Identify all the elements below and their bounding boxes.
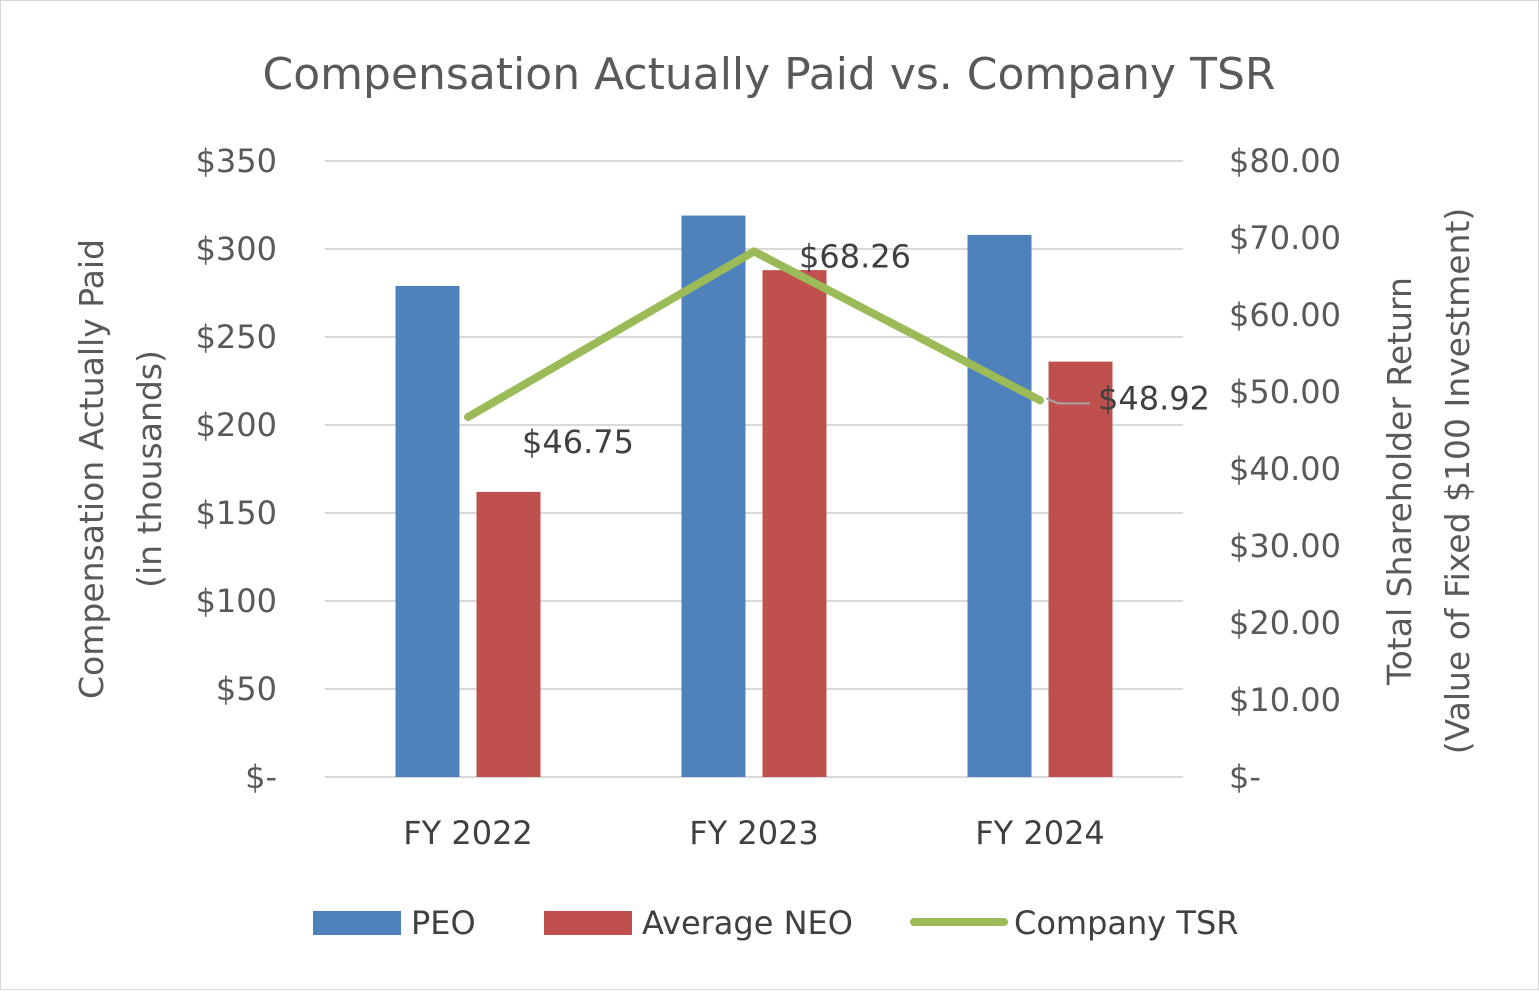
tsr-data-label: $48.92 (1098, 379, 1210, 417)
right-tick-label: $40.00 (1229, 450, 1341, 488)
left-axis-title-line2: (in thousands) (130, 350, 169, 588)
data-label-leader-line (1045, 397, 1090, 405)
right-tick-label: $60.00 (1229, 296, 1341, 334)
right-tick-label: $20.00 (1229, 604, 1341, 642)
category-label: FY 2022 (403, 814, 533, 852)
right-tick-label: $- (1229, 758, 1261, 796)
right-tick-label: $70.00 (1229, 219, 1341, 257)
right-tick-label: $50.00 (1229, 373, 1341, 411)
legend-swatch-average-neo (544, 911, 632, 935)
bar-peo (967, 234, 1032, 778)
tsr-line-group: $46.75 $68.26 $48.92 (464, 237, 1210, 461)
legend-swatch-peo (313, 911, 401, 935)
legend-label-peo: PEO (411, 904, 476, 942)
category-label: FY 2023 (689, 814, 819, 852)
left-axis-title-line1: Compensation Actually Paid (72, 239, 111, 699)
category-labels: FY 2022 FY 2023 FY 2024 (403, 814, 1105, 852)
legend-label-average-neo: Average NEO (642, 904, 853, 942)
tsr-data-label: $68.26 (799, 237, 911, 275)
left-tick-label: $50 (216, 670, 277, 708)
chart-title: Compensation Actually Paid vs. Company T… (263, 49, 1276, 100)
right-axis-ticks: $- $10.00 $20.00 $30.00 $40.00 $50.00 $60.00 $7… (1229, 142, 1341, 796)
bar-average-neo (1048, 361, 1113, 777)
bar-peo (395, 285, 460, 777)
right-tick-label: $10.00 (1229, 681, 1341, 719)
legend: PEO Average NEO Company TSR (313, 904, 1239, 942)
left-tick-label: $250 (196, 318, 277, 356)
left-tick-label: $200 (196, 406, 277, 444)
left-tick-label: $350 (196, 142, 277, 180)
legend-label-company-tsr: Company TSR (1014, 904, 1239, 942)
left-tick-label: $- (245, 758, 277, 796)
gridlines (325, 160, 1183, 778)
tsr-data-label: $46.75 (522, 423, 634, 461)
right-axis-title-line2: (Value of Fixed $100 Investment) (1438, 208, 1477, 755)
right-tick-label: $80.00 (1229, 142, 1341, 180)
bar-peo (681, 215, 746, 777)
left-tick-label: $100 (196, 582, 277, 620)
right-axis-title-line1: Total Shareholder Return (1380, 277, 1419, 686)
category-label: FY 2024 (975, 814, 1105, 852)
left-tick-label: $150 (196, 494, 277, 532)
bar-average-neo (762, 270, 827, 777)
bars (395, 215, 1113, 778)
right-tick-label: $30.00 (1229, 527, 1341, 565)
left-axis-ticks: $- $50 $100 $150 $200 $250 $300 $350 (196, 142, 277, 796)
tsr-line (464, 247, 1044, 422)
left-tick-label: $300 (196, 230, 277, 268)
bar-average-neo (476, 491, 541, 777)
